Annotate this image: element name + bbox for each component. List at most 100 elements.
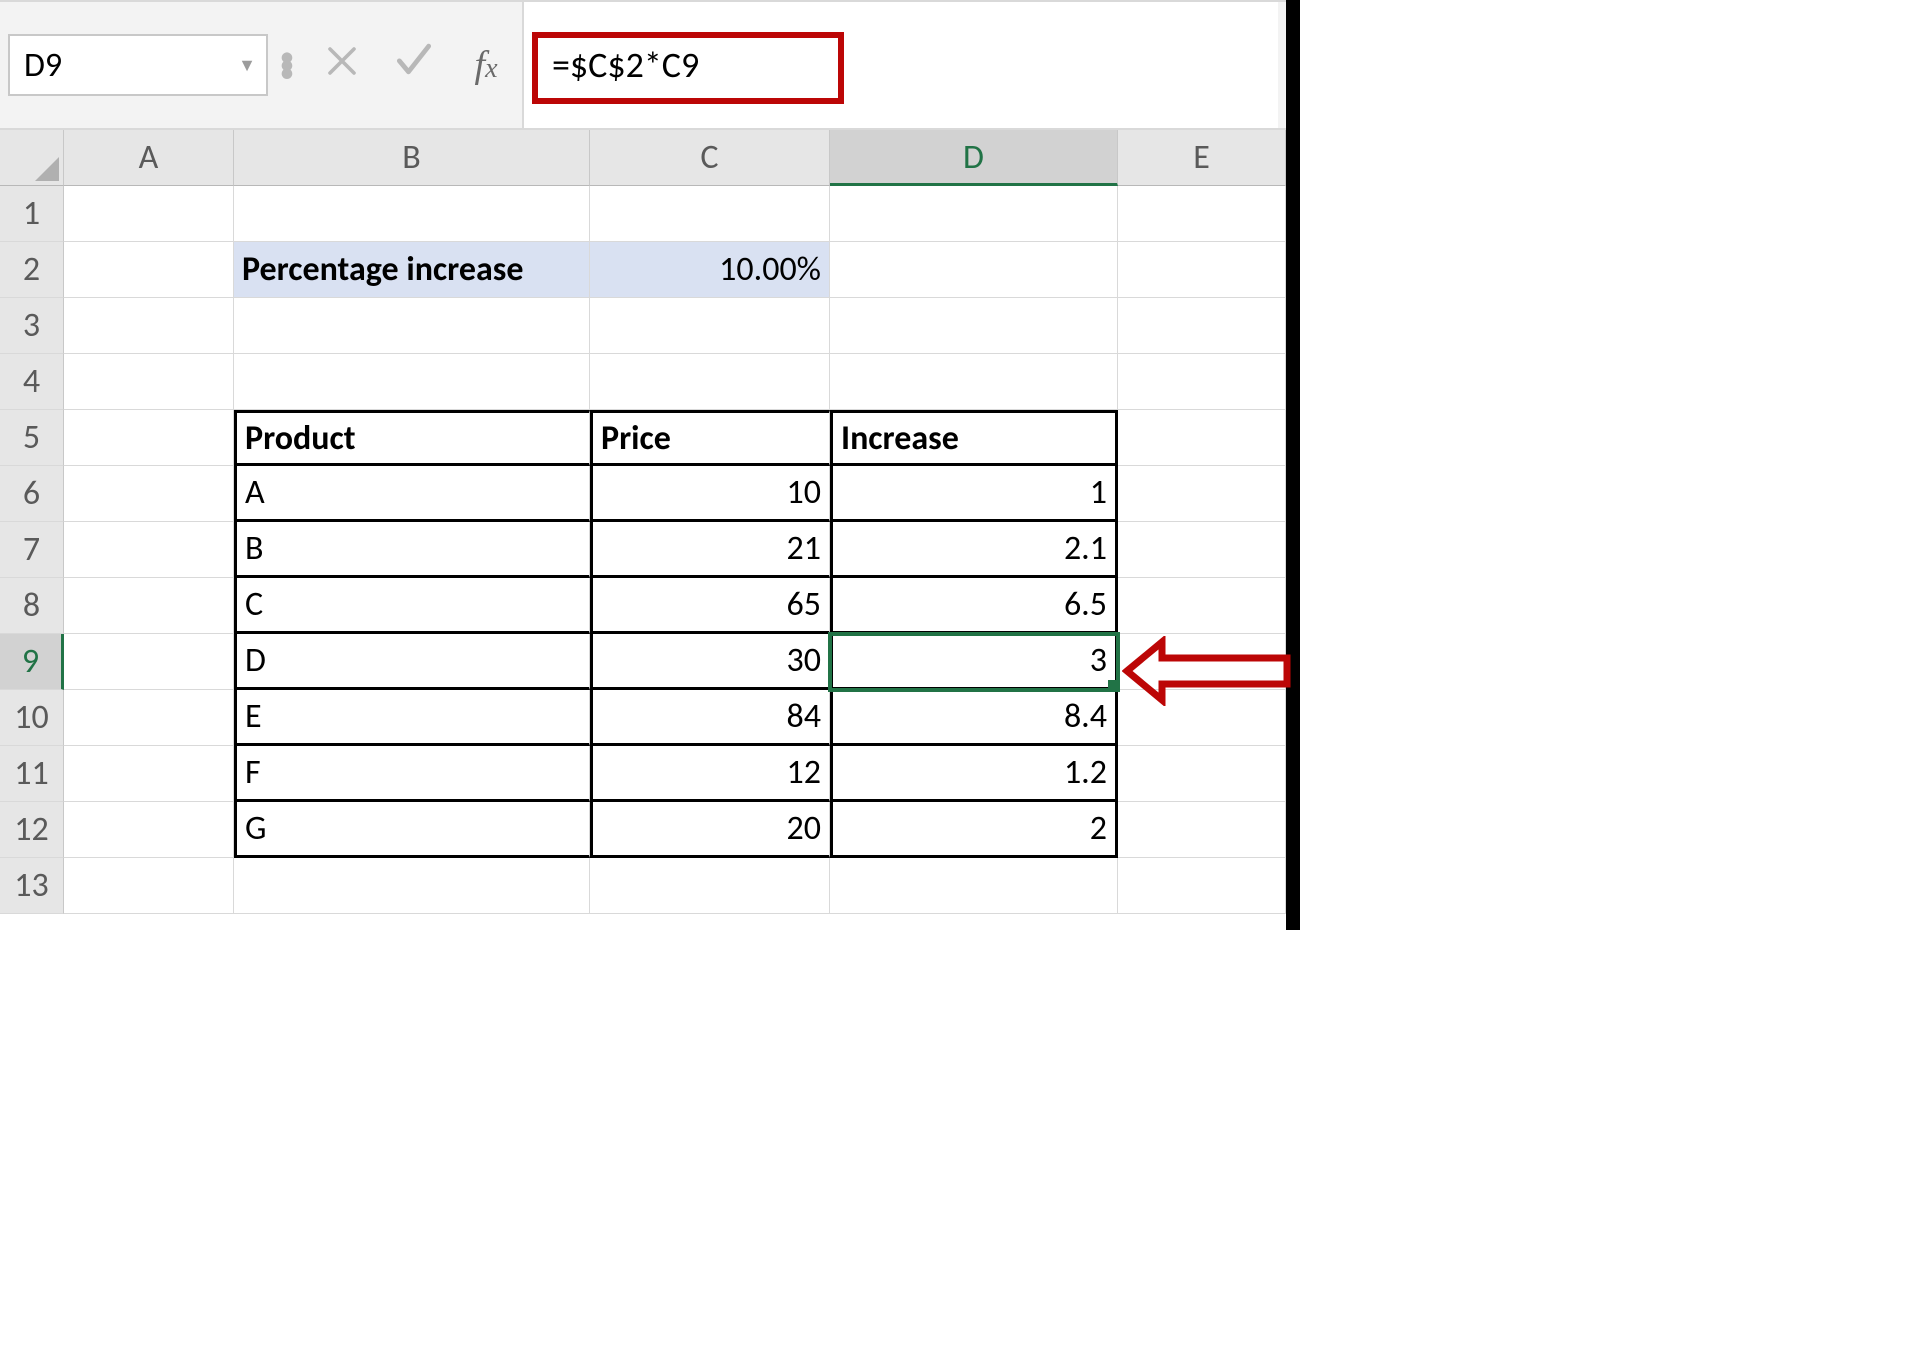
col-header-E[interactable]: E bbox=[1118, 130, 1286, 186]
cell-B5[interactable]: Product bbox=[234, 410, 590, 466]
row-header-4[interactable]: 4 bbox=[0, 354, 64, 410]
cell-A13[interactable] bbox=[64, 858, 234, 914]
cell-A11[interactable] bbox=[64, 746, 234, 802]
row-header-11[interactable]: 11 bbox=[0, 746, 64, 802]
cell-B3[interactable] bbox=[234, 298, 590, 354]
cell-A8[interactable] bbox=[64, 578, 234, 634]
cell-D6[interactable]: 1 bbox=[830, 466, 1118, 522]
fx-icon[interactable]: fx bbox=[450, 43, 522, 87]
cell-A4[interactable] bbox=[64, 354, 234, 410]
cell-E12[interactable] bbox=[1118, 802, 1286, 858]
cell-E11[interactable] bbox=[1118, 746, 1286, 802]
cell-C1[interactable] bbox=[590, 186, 830, 242]
cell-C9-value: 30 bbox=[787, 640, 821, 681]
cell-E4[interactable] bbox=[1118, 354, 1286, 410]
cell-B9[interactable]: D bbox=[234, 634, 590, 690]
chevron-down-icon[interactable]: ▼ bbox=[238, 54, 256, 76]
cell-A10[interactable] bbox=[64, 690, 234, 746]
cell-E6[interactable] bbox=[1118, 466, 1286, 522]
row-header-2[interactable]: 2 bbox=[0, 242, 64, 298]
cell-B8[interactable]: C bbox=[234, 578, 590, 634]
formula-input[interactable]: =$C$2*C9 bbox=[522, 2, 1278, 128]
cell-D13[interactable] bbox=[830, 858, 1118, 914]
cell-D2[interactable] bbox=[830, 242, 1118, 298]
cell-E1[interactable] bbox=[1118, 186, 1286, 242]
cell-B1[interactable] bbox=[234, 186, 590, 242]
cell-D10[interactable]: 8.4 bbox=[830, 690, 1118, 746]
row-header-7[interactable]: 7 bbox=[0, 522, 64, 578]
cell-C12-value: 20 bbox=[787, 808, 821, 849]
cell-A6[interactable] bbox=[64, 466, 234, 522]
cell-E7[interactable] bbox=[1118, 522, 1286, 578]
cell-C4[interactable] bbox=[590, 354, 830, 410]
cell-D4[interactable] bbox=[830, 354, 1118, 410]
cell-D3[interactable] bbox=[830, 298, 1118, 354]
cell-B13[interactable] bbox=[234, 858, 590, 914]
cell-A3[interactable] bbox=[64, 298, 234, 354]
cell-C13[interactable] bbox=[590, 858, 830, 914]
cell-D9[interactable]: 3 bbox=[830, 634, 1118, 690]
cell-C3[interactable] bbox=[590, 298, 830, 354]
cell-E8[interactable] bbox=[1118, 578, 1286, 634]
row-header-1[interactable]: 1 bbox=[0, 186, 64, 242]
name-box[interactable]: D9 ▼ bbox=[8, 34, 268, 96]
cell-D12[interactable]: 2 bbox=[830, 802, 1118, 858]
cell-C7[interactable]: 21 bbox=[590, 522, 830, 578]
cancel-icon[interactable] bbox=[306, 41, 378, 90]
arrow-annotation-icon bbox=[1122, 636, 1292, 706]
cell-B6-value: A bbox=[245, 472, 265, 513]
cell-C6[interactable]: 10 bbox=[590, 466, 830, 522]
row-header-6[interactable]: 6 bbox=[0, 466, 64, 522]
cell-C10[interactable]: 84 bbox=[590, 690, 830, 746]
row-header-10[interactable]: 10 bbox=[0, 690, 64, 746]
cell-A12[interactable] bbox=[64, 802, 234, 858]
cell-A1[interactable] bbox=[64, 186, 234, 242]
row-header-8[interactable]: 8 bbox=[0, 578, 64, 634]
cell-A7[interactable] bbox=[64, 522, 234, 578]
row-header-13[interactable]: 13 bbox=[0, 858, 64, 914]
cell-E2[interactable] bbox=[1118, 242, 1286, 298]
fill-handle[interactable] bbox=[1108, 680, 1120, 692]
row-header-5[interactable]: 5 bbox=[0, 410, 64, 466]
expand-handle-icon[interactable]: ••• bbox=[268, 53, 306, 77]
cell-C2[interactable]: 10.00% bbox=[590, 242, 830, 298]
cell-D5[interactable]: Increase bbox=[830, 410, 1118, 466]
cell-B4[interactable] bbox=[234, 354, 590, 410]
cell-A2[interactable] bbox=[64, 242, 234, 298]
cell-C9[interactable]: 30 bbox=[590, 634, 830, 690]
select-all-corner[interactable] bbox=[0, 130, 64, 186]
cell-E13[interactable] bbox=[1118, 858, 1286, 914]
cell-D9-value: 3 bbox=[1090, 640, 1107, 681]
cell-C8[interactable]: 65 bbox=[590, 578, 830, 634]
col-header-D[interactable]: D bbox=[830, 130, 1118, 186]
cell-C5[interactable]: Price bbox=[590, 410, 830, 466]
col-header-A[interactable]: A bbox=[64, 130, 234, 186]
cell-D11[interactable]: 1.2 bbox=[830, 746, 1118, 802]
cell-E5[interactable] bbox=[1118, 410, 1286, 466]
row-header-3[interactable]: 3 bbox=[0, 298, 64, 354]
enter-icon[interactable] bbox=[378, 37, 450, 94]
cell-A9[interactable] bbox=[64, 634, 234, 690]
cell-B11[interactable]: F bbox=[234, 746, 590, 802]
cell-C12[interactable]: 20 bbox=[590, 802, 830, 858]
row-header-12[interactable]: 12 bbox=[0, 802, 64, 858]
cell-B7-value: B bbox=[245, 528, 264, 569]
col-header-C[interactable]: C bbox=[590, 130, 830, 186]
cell-E3[interactable] bbox=[1118, 298, 1286, 354]
cell-C11-value: 12 bbox=[787, 752, 821, 793]
cell-B7[interactable]: B bbox=[234, 522, 590, 578]
col-header-B[interactable]: B bbox=[234, 130, 590, 186]
row-header-9[interactable]: 9 bbox=[0, 634, 64, 690]
cell-D7[interactable]: 2.1 bbox=[830, 522, 1118, 578]
cell-D1[interactable] bbox=[830, 186, 1118, 242]
cell-C11[interactable]: 12 bbox=[590, 746, 830, 802]
cell-A5[interactable] bbox=[64, 410, 234, 466]
cell-B12[interactable]: G bbox=[234, 802, 590, 858]
cell-D6-value: 1 bbox=[1090, 472, 1107, 513]
cell-B6[interactable]: A bbox=[234, 466, 590, 522]
cell-D8[interactable]: 6.5 bbox=[830, 578, 1118, 634]
cell-B10[interactable]: E bbox=[234, 690, 590, 746]
cell-D7-value: 2.1 bbox=[1064, 528, 1107, 569]
cell-B2[interactable]: Percentage increase bbox=[234, 242, 590, 298]
cell-D8-value: 6.5 bbox=[1064, 584, 1107, 625]
